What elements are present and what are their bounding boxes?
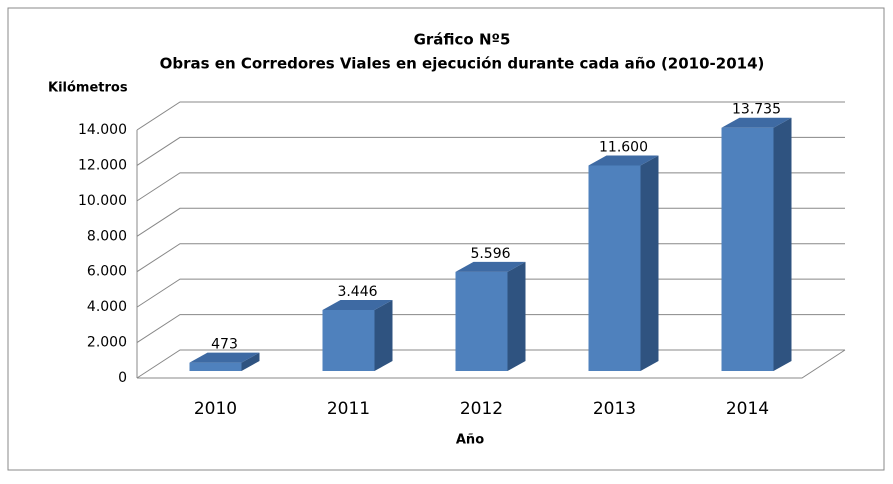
y-tick-label: 14.000 (78, 122, 127, 138)
bar-side (773, 117, 792, 372)
y-tick-label: 4.000 (87, 299, 127, 315)
bar-front (189, 362, 242, 371)
value-label: 11.600 (599, 140, 648, 156)
bar-side (374, 299, 393, 371)
x-tick-label: 2011 (327, 399, 370, 419)
bar-front (721, 127, 774, 372)
y-tick-label: 12.000 (78, 157, 127, 173)
floor-edge (137, 349, 846, 379)
x-axis-label: Año (456, 433, 484, 448)
bar-top (588, 155, 659, 166)
bar-front (588, 165, 641, 371)
chart-title: Gráfico Nº5 (414, 31, 511, 49)
value-label: 473 (211, 337, 238, 353)
value-label: 3.446 (337, 284, 377, 300)
bar-side (507, 261, 526, 371)
x-tick-label: 2014 (726, 399, 769, 419)
bar (721, 117, 792, 372)
y-tick-label: 0 (118, 370, 127, 386)
bar-front (322, 309, 375, 371)
bar (455, 261, 526, 371)
bar-side (640, 155, 659, 371)
grid-line (136, 101, 845, 131)
y-tick-label: 8.000 (87, 228, 127, 244)
bar-front (455, 271, 508, 371)
y-axis-label: Kilómetros (48, 81, 128, 96)
bar (588, 155, 659, 371)
y-tick-label: 10.000 (78, 193, 127, 209)
bar-top (322, 299, 393, 310)
bar-top (189, 352, 260, 363)
grid-line (136, 136, 845, 166)
y-tick-label: 6.000 (87, 264, 127, 280)
value-label: 13.735 (732, 102, 781, 118)
bar (189, 352, 260, 371)
chart-subtitle: Obras en Corredores Viales en ejecución … (160, 55, 765, 73)
x-tick-label: 2010 (194, 399, 237, 419)
x-tick-label: 2013 (593, 399, 636, 419)
bar-side (241, 352, 260, 371)
y-tick-label: 2.000 (87, 335, 127, 351)
x-tick-label: 2012 (460, 399, 503, 419)
value-label: 5.596 (470, 246, 510, 262)
bar (322, 299, 393, 371)
bar-top (721, 117, 792, 128)
bar-top (455, 261, 526, 272)
